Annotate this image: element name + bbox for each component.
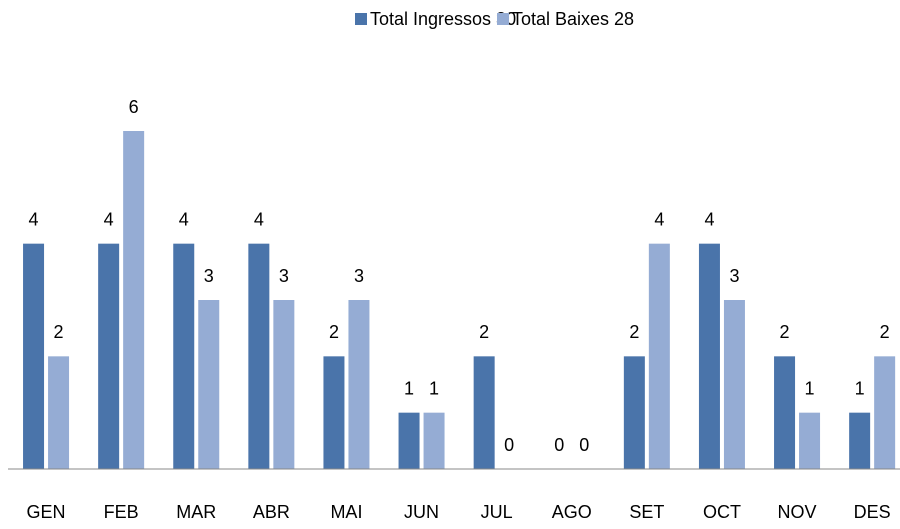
data-label: 0: [554, 435, 564, 455]
x-tick-label: OCT: [703, 502, 741, 522]
x-tick-label: FEB: [104, 502, 139, 522]
data-label: 2: [780, 322, 790, 342]
data-label: 1: [429, 378, 439, 398]
bar: [423, 412, 445, 469]
bar: [723, 300, 745, 469]
data-label: 2: [54, 322, 64, 342]
data-label: 2: [880, 322, 890, 342]
data-label: 0: [579, 435, 589, 455]
data-label: 4: [654, 209, 664, 229]
bar: [23, 243, 45, 469]
data-label: 2: [329, 322, 339, 342]
bar: [198, 300, 220, 469]
data-label: 3: [729, 266, 739, 286]
bar: [248, 243, 270, 469]
x-tick-label: MAR: [176, 502, 216, 522]
legend-swatch: [497, 13, 509, 25]
bar: [98, 243, 120, 469]
x-tick-label: JUN: [404, 502, 439, 522]
bar: [473, 356, 495, 469]
data-label: 2: [479, 322, 489, 342]
bar: [849, 412, 871, 469]
data-label: 4: [254, 209, 264, 229]
data-label: 0: [504, 435, 514, 455]
data-label: 4: [179, 209, 189, 229]
bar: [874, 356, 896, 469]
data-label: 4: [104, 209, 114, 229]
bar: [698, 243, 720, 469]
bar: [774, 356, 796, 469]
bar: [799, 412, 821, 469]
bar: [398, 412, 420, 469]
data-label: 1: [805, 378, 815, 398]
bar: [648, 243, 670, 469]
x-tick-label: AGO: [552, 502, 592, 522]
data-label: 3: [204, 266, 214, 286]
legend-label: Total Ingressos 30: [370, 9, 516, 29]
bar: [273, 300, 295, 469]
x-tick-label: DES: [854, 502, 891, 522]
data-label: 1: [404, 378, 414, 398]
x-tick-label: NOV: [778, 502, 817, 522]
bar: [173, 243, 195, 469]
bar: [623, 356, 645, 469]
bar: [48, 356, 70, 469]
x-tick-label: GEN: [27, 502, 66, 522]
bar: [348, 300, 370, 469]
data-label: 4: [704, 209, 714, 229]
bar: [123, 131, 145, 469]
x-tick-label: MAI: [330, 502, 362, 522]
data-label: 3: [279, 266, 289, 286]
data-label: 6: [129, 97, 139, 117]
data-label: 2: [629, 322, 639, 342]
data-label: 1: [855, 378, 865, 398]
data-label: 4: [29, 209, 39, 229]
legend-label: Total Baixes 28: [512, 9, 634, 29]
data-label: 3: [354, 266, 364, 286]
x-tick-label: ABR: [253, 502, 290, 522]
bar: [323, 356, 345, 469]
legend-swatch: [355, 13, 367, 25]
x-tick-label: JUL: [481, 502, 513, 522]
x-tick-label: SET: [629, 502, 664, 522]
